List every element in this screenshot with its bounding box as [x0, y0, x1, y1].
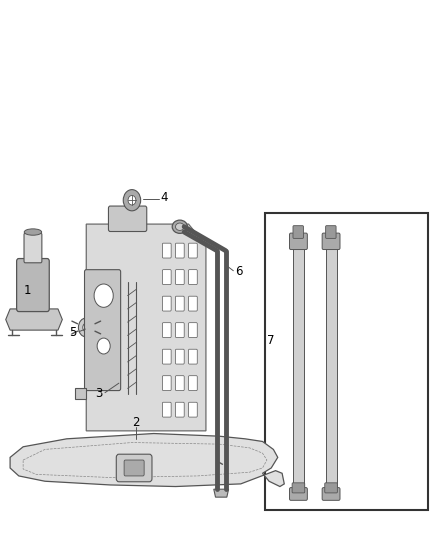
FancyBboxPatch shape — [188, 243, 197, 258]
Ellipse shape — [24, 229, 42, 235]
FancyBboxPatch shape — [293, 225, 304, 238]
Circle shape — [78, 318, 94, 337]
Circle shape — [123, 190, 141, 211]
FancyBboxPatch shape — [176, 376, 184, 391]
Ellipse shape — [176, 223, 184, 230]
Circle shape — [94, 284, 113, 308]
FancyBboxPatch shape — [325, 483, 337, 493]
Text: 6: 6 — [235, 265, 242, 278]
FancyBboxPatch shape — [290, 488, 307, 500]
FancyBboxPatch shape — [292, 483, 305, 493]
FancyBboxPatch shape — [188, 322, 197, 337]
FancyBboxPatch shape — [162, 296, 171, 311]
FancyBboxPatch shape — [322, 233, 340, 249]
Bar — [325, 240, 336, 492]
Polygon shape — [6, 309, 62, 330]
FancyBboxPatch shape — [162, 322, 171, 337]
FancyBboxPatch shape — [188, 402, 197, 417]
FancyBboxPatch shape — [322, 488, 340, 500]
FancyBboxPatch shape — [176, 270, 184, 285]
FancyBboxPatch shape — [24, 233, 42, 263]
FancyBboxPatch shape — [188, 349, 197, 364]
Circle shape — [83, 323, 90, 332]
FancyBboxPatch shape — [188, 270, 197, 285]
FancyBboxPatch shape — [176, 402, 184, 417]
FancyBboxPatch shape — [162, 376, 171, 391]
FancyBboxPatch shape — [188, 376, 197, 391]
FancyBboxPatch shape — [162, 243, 171, 258]
FancyBboxPatch shape — [17, 259, 49, 312]
Polygon shape — [75, 389, 86, 399]
FancyBboxPatch shape — [188, 296, 197, 311]
FancyBboxPatch shape — [176, 296, 184, 311]
FancyBboxPatch shape — [116, 454, 152, 482]
Circle shape — [128, 196, 136, 205]
FancyBboxPatch shape — [176, 243, 184, 258]
Circle shape — [97, 338, 110, 354]
Polygon shape — [214, 489, 229, 497]
FancyBboxPatch shape — [176, 322, 184, 337]
Text: 4: 4 — [161, 191, 168, 204]
Text: 7: 7 — [268, 334, 275, 347]
Bar — [293, 240, 304, 492]
Text: 2: 2 — [133, 416, 140, 430]
Text: 3: 3 — [95, 387, 103, 400]
FancyBboxPatch shape — [109, 206, 147, 231]
FancyBboxPatch shape — [124, 460, 144, 476]
Text: 5: 5 — [70, 326, 77, 340]
FancyBboxPatch shape — [176, 349, 184, 364]
Ellipse shape — [172, 220, 187, 233]
Text: 1: 1 — [24, 284, 31, 297]
Polygon shape — [86, 224, 206, 431]
FancyBboxPatch shape — [325, 225, 336, 238]
FancyBboxPatch shape — [290, 233, 307, 249]
Bar — [265, 214, 428, 511]
Polygon shape — [10, 433, 284, 487]
FancyBboxPatch shape — [162, 349, 171, 364]
FancyBboxPatch shape — [85, 270, 120, 391]
FancyBboxPatch shape — [162, 270, 171, 285]
FancyBboxPatch shape — [162, 402, 171, 417]
